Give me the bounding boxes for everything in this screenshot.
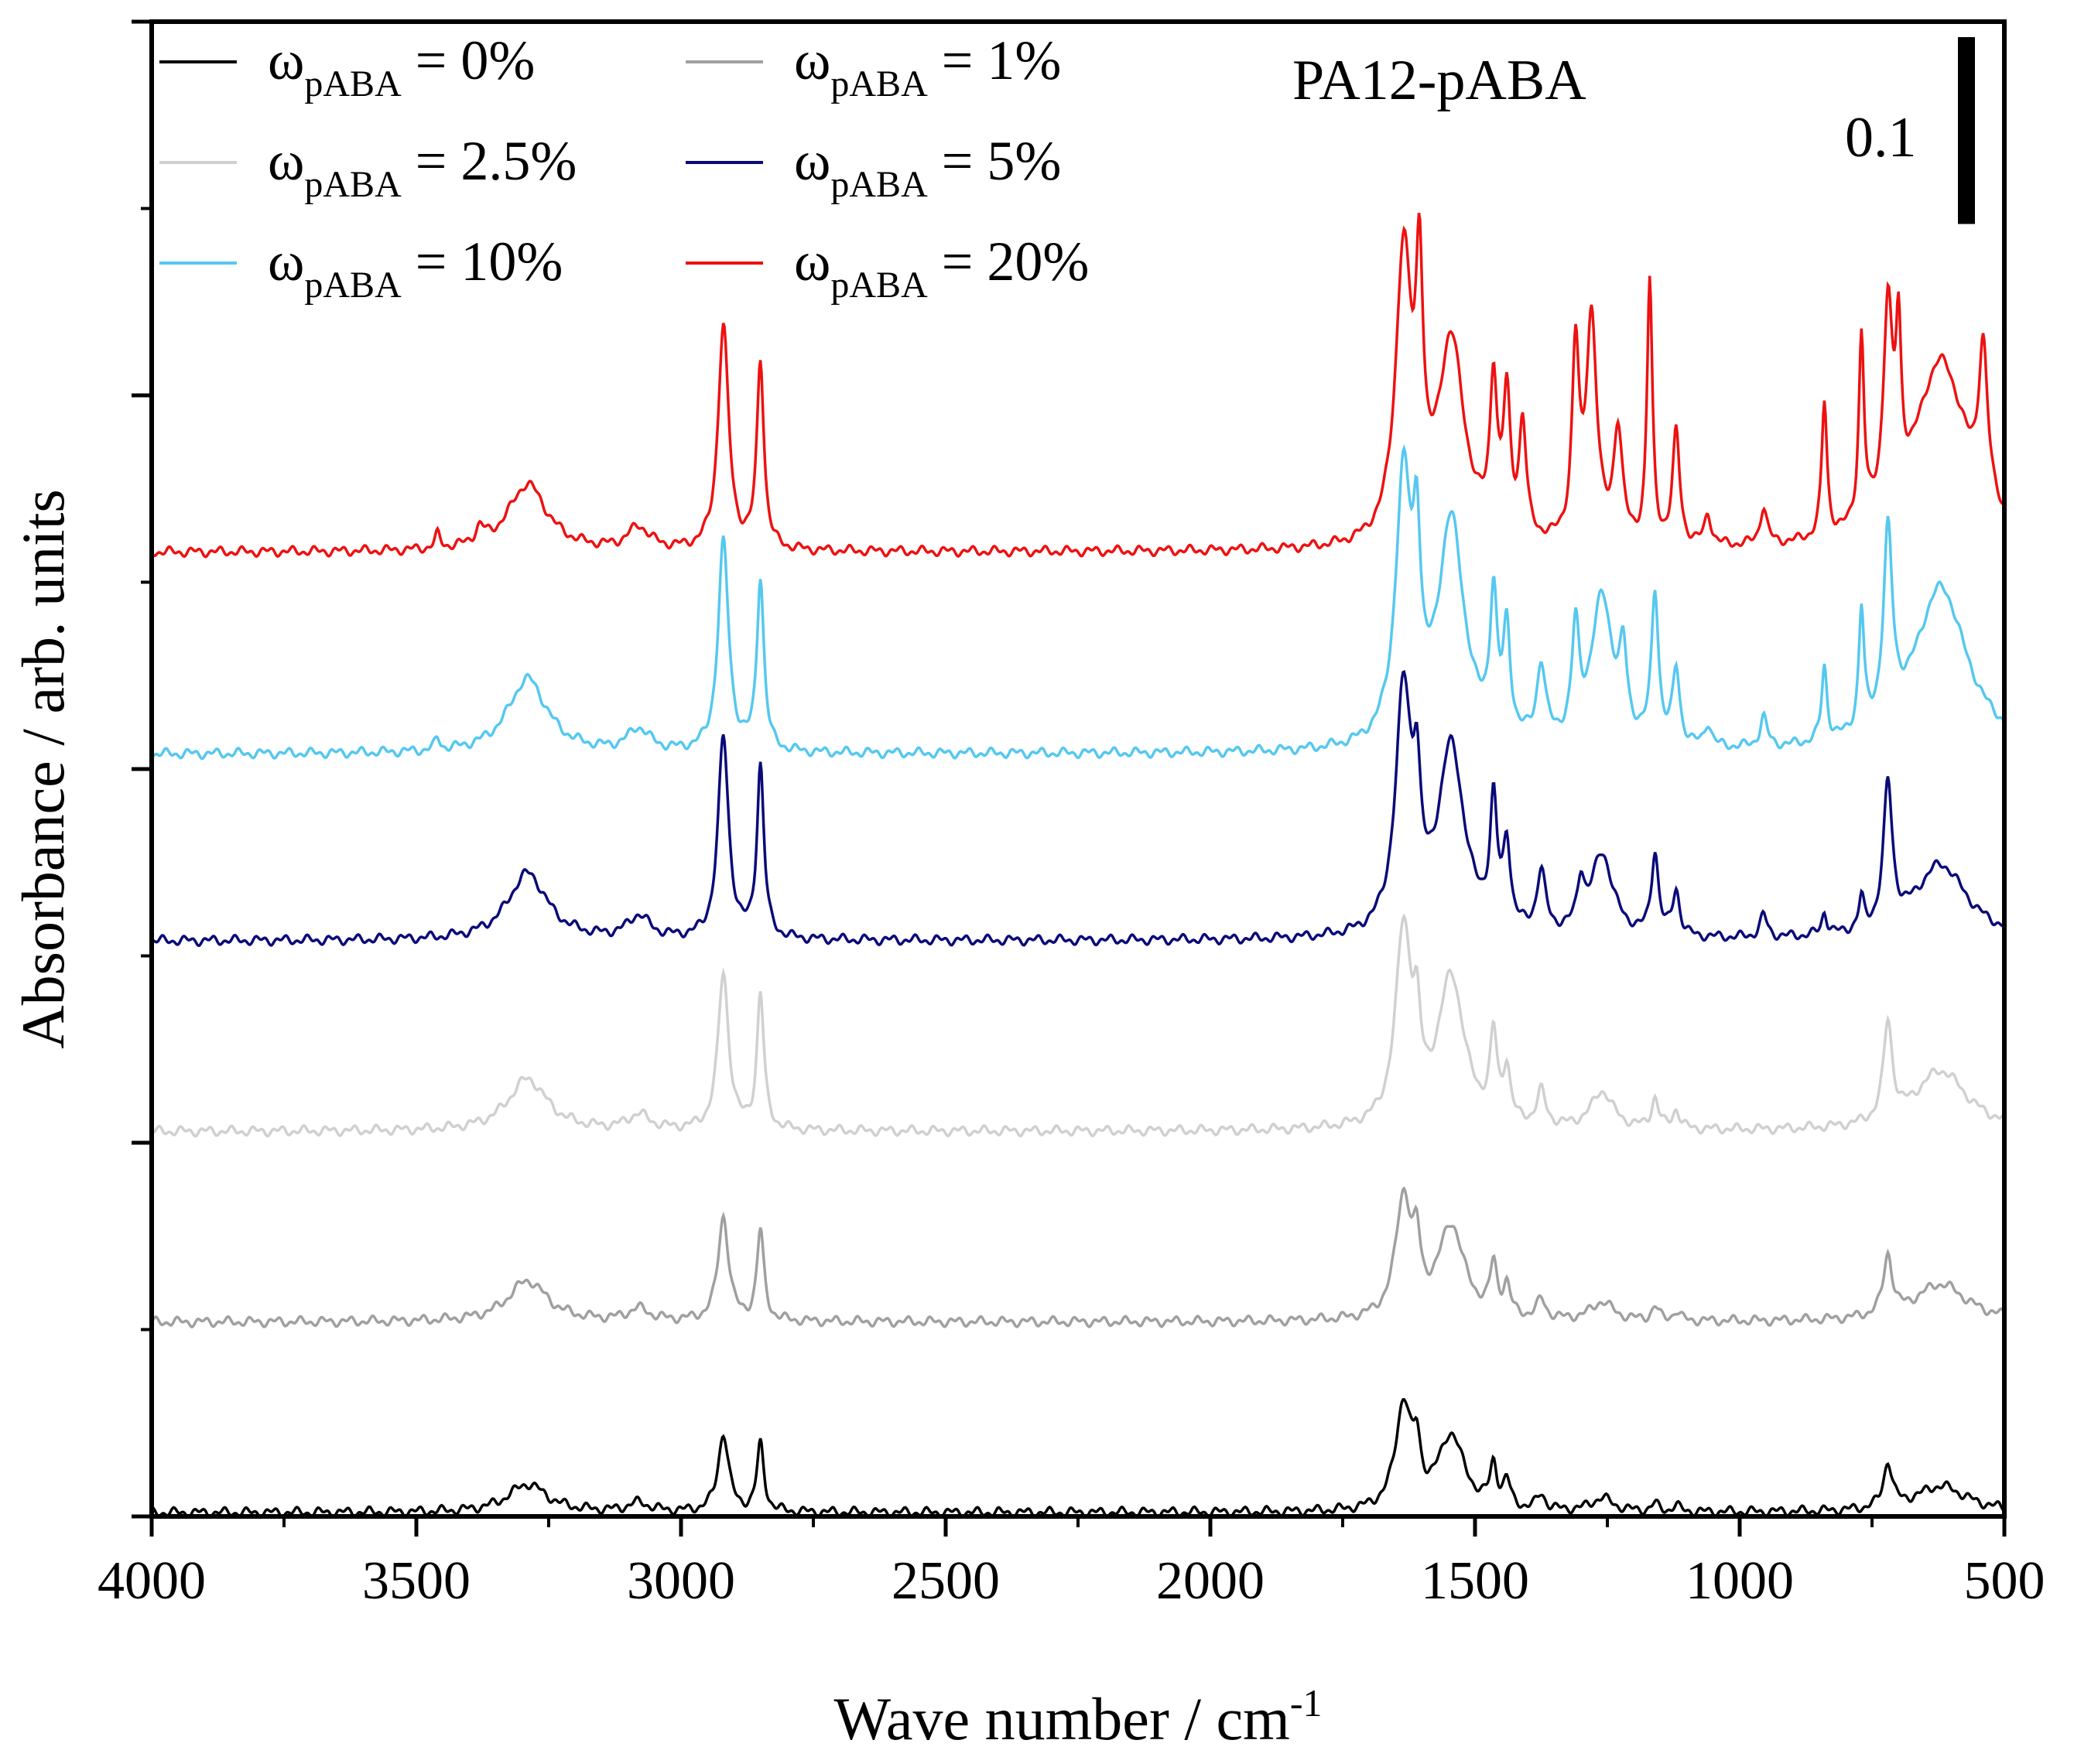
legend-label: ωpABA = 1% (794, 29, 1061, 104)
legend-value: = 0% (402, 29, 536, 91)
series-line-4 (150, 443, 2006, 761)
legend-symbol: ω (268, 29, 304, 91)
legend-label: ωpABA = 20% (794, 231, 1089, 306)
tick-layer: 4000 3500 3000 2500 2000 1500 1000 500 (98, 19, 2045, 1611)
x-axis-title-main: Wave number / cm (834, 1685, 1290, 1752)
legend-label: ωpABA = 10% (268, 231, 563, 306)
chart-title: PA12-pABA (1292, 49, 1586, 112)
legend-subscript: pABA (304, 164, 402, 205)
series-line-1 (150, 1186, 2006, 1329)
series-layer (150, 213, 2006, 1520)
x-axis-title: Wave number / cm-1 (834, 1681, 1323, 1752)
x-tick-label: 500 (1964, 1551, 2045, 1611)
x-tick-label: 3000 (627, 1551, 735, 1611)
x-tick-label: 1500 (1421, 1551, 1529, 1611)
scale-bar-label: 0.1 (1845, 106, 1917, 169)
legend-symbol: ω (794, 130, 830, 192)
legend-symbol: ω (268, 130, 304, 192)
legend-value: = 20% (928, 231, 1090, 292)
legend-value: = 5% (928, 130, 1062, 192)
legend-value: = 1% (928, 29, 1062, 91)
x-axis-title-sup: -1 (1290, 1681, 1323, 1725)
legend-symbol: ω (794, 231, 830, 292)
x-tick-label: 2000 (1156, 1551, 1265, 1611)
x-tick-label: 1000 (1686, 1551, 1794, 1611)
legend-label: ωpABA = 5% (794, 130, 1061, 205)
legend-value: = 10% (402, 231, 563, 292)
scale-bar (1958, 37, 1975, 224)
series-line-5 (150, 213, 2006, 559)
legend: ωpABA = 0% ωpABA = 1%ωpABA = 2.5% ωpABA = … (159, 29, 1089, 306)
legend-subscript: pABA (304, 63, 402, 104)
series-line-2 (151, 913, 2005, 1138)
x-tick-label: 3500 (362, 1551, 471, 1611)
legend-value: = 2.5% (402, 130, 577, 192)
legend-subscript: pABA (830, 164, 928, 205)
y-axis-title: Absorbance / arb. units (9, 489, 77, 1048)
legend-label: ωpABA = 2.5% (268, 130, 577, 205)
series-line-0 (151, 1397, 2005, 1520)
series-line-3 (151, 669, 2006, 947)
legend-subscript: pABA (830, 63, 928, 104)
x-tick-label: 2500 (892, 1551, 1000, 1611)
legend-label: ωpABA = 0% (268, 29, 535, 104)
legend-symbol: ω (794, 29, 830, 91)
legend-symbol: ω (268, 231, 304, 292)
legend-subscript: pABA (830, 265, 928, 306)
legend-subscript: pABA (304, 265, 402, 306)
x-tick-label: 4000 (98, 1551, 206, 1611)
